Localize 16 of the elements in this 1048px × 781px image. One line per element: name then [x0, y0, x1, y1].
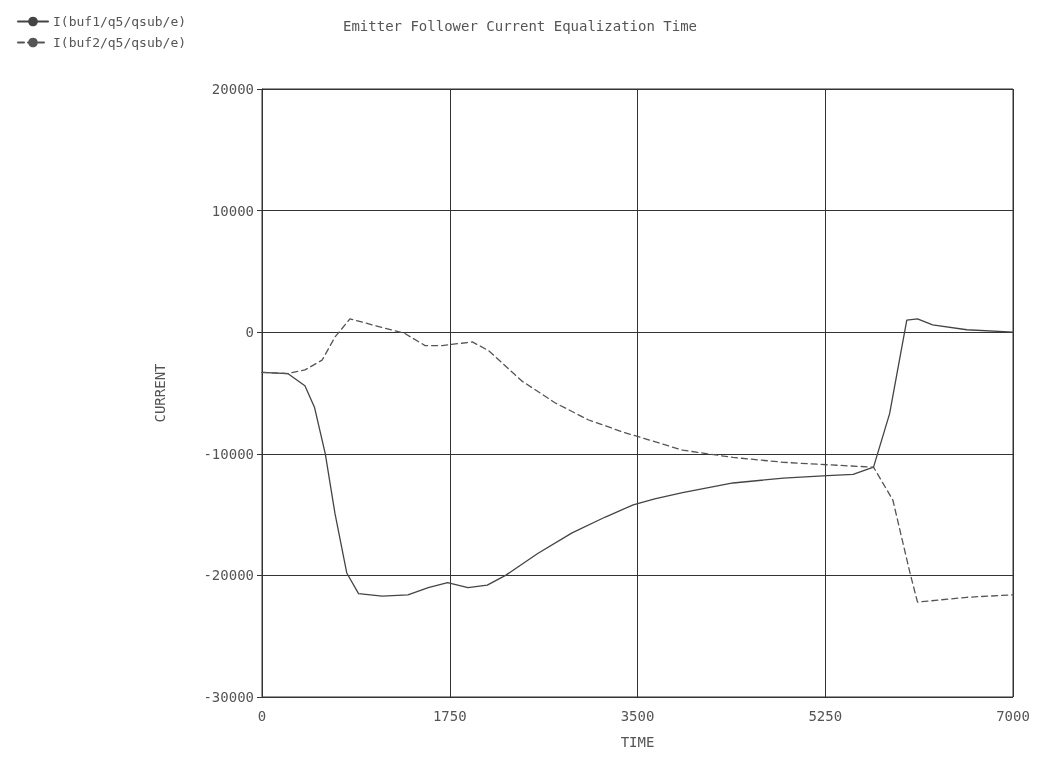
legend-label: I(buf2/q5/qsub/e)	[53, 35, 187, 50]
x-tick-label: 0	[257, 708, 267, 724]
y-axis-title: CURRENT	[152, 362, 168, 423]
x-tick-label: 3500	[620, 708, 655, 724]
x-tick-label: 7000	[996, 708, 1030, 724]
y-tick-label: -10000	[203, 445, 254, 462]
y-tick-label: 10000	[211, 202, 254, 219]
chart-title: Emitter Follower Current Equalization Time	[343, 18, 698, 34]
y-tick-label: 0	[245, 324, 254, 341]
x-tick-label: 5250	[808, 708, 843, 724]
x-tick-label: 1750	[432, 708, 467, 724]
y-tick-label: 20000	[211, 81, 254, 97]
y-tick-label: -30000	[203, 689, 254, 705]
x-axis-title: TIME	[620, 734, 655, 750]
legend-label: I(buf1/q5/qsub/e)	[53, 14, 187, 29]
y-tick-label: -20000	[203, 567, 254, 584]
